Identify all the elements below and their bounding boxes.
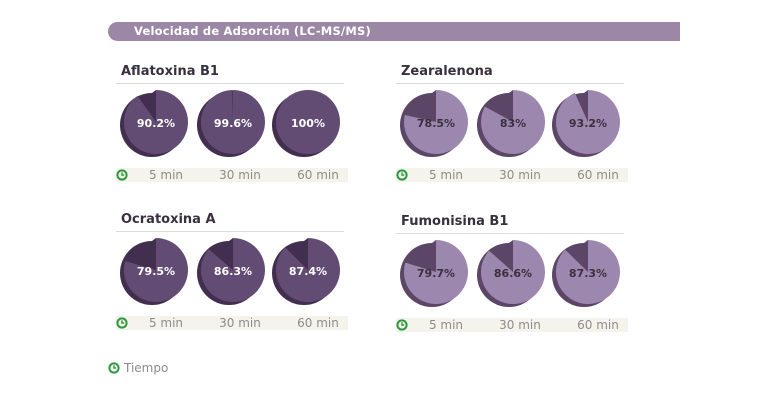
pie-5min: 79.7% (400, 240, 468, 307)
pie-value-label: 93.2% (569, 117, 607, 130)
pie-group: 79.5% 86.3% 87.4% (120, 238, 340, 305)
pie-value-label: 86.6% (494, 267, 532, 280)
time-label-60min: 60 min (297, 316, 339, 330)
time-label-5min: 5 min (148, 316, 184, 330)
clock-icon (396, 319, 408, 331)
header-bar: Velocidad de Adsorción (LC-MS/MS) (108, 22, 680, 41)
pie-5min: 78.5% (400, 90, 468, 157)
time-label-30min: 30 min (219, 168, 261, 182)
time-label-30min: 30 min (499, 168, 541, 182)
time-label-60min: 60 min (577, 318, 619, 332)
pie-value-label: 99.6% (214, 117, 252, 130)
pie-5min: 79.5% (120, 238, 188, 305)
time-axis: 5 min 30 min 60 min (396, 318, 628, 332)
panel-title: Fumonisina B1 (401, 214, 509, 229)
pie-slice (201, 90, 265, 154)
pie-slice (481, 240, 545, 304)
pie-slice (404, 240, 468, 304)
pie-slice (481, 90, 545, 154)
pie-wedge-wall (509, 90, 513, 125)
time-label-30min: 30 min (499, 318, 541, 332)
time-label-5min: 5 min (148, 168, 184, 182)
pie-group: 90.2% 99.6% 100% (120, 90, 340, 157)
pie-slice (404, 90, 468, 154)
pie-slice (276, 90, 340, 154)
pie-60min: 100% (272, 90, 340, 157)
panel-aflatoxina-b1: Aflatoxina B1 90.2% 99.6% 100% 5 min 30 mi… (116, 64, 348, 190)
time-label-60min: 60 min (577, 168, 619, 182)
pie-slice (123, 238, 188, 302)
pie-value-label: 87.3% (569, 267, 607, 280)
clock-icon (108, 362, 120, 374)
pie-slice (201, 238, 265, 302)
pie-value-label: 79.5% (137, 265, 175, 278)
pie-value-label: 83% (500, 117, 526, 130)
pie-wedge-wall (584, 240, 588, 275)
pie-wedge-wall (152, 90, 156, 125)
pie-value-label: 100% (291, 117, 325, 130)
pie-60min: 87.4% (272, 238, 340, 305)
panel-fumonisina-b1: Fumonisina B1 79.7% 86.6% 87.3% 5 min 30 m… (396, 214, 628, 340)
pie-wedge-wall (432, 240, 436, 275)
chart-header-title: Velocidad de Adsorción (LC-MS/MS) (134, 24, 371, 38)
panel-title: Ocratoxina A (121, 212, 216, 227)
clock-icon (116, 317, 128, 329)
pie-value-label: 79.7% (417, 267, 455, 280)
time-label-5min: 5 min (428, 168, 464, 182)
pie-value-label: 78.5% (417, 117, 455, 130)
panel-divider (396, 83, 624, 84)
panel-divider (116, 83, 344, 84)
panel-title: Aflatoxina B1 (121, 64, 219, 79)
pie-group: 78.5% 83% 93.2% (400, 90, 620, 157)
pie-wedge-wall (304, 238, 308, 273)
pie-30min: 99.6% (197, 90, 265, 157)
panel-zearalenona: Zearalenona 78.5% 83% 93.2% 5 min 30 min 6… (396, 64, 628, 190)
pie-value-label: 90.2% (137, 117, 175, 130)
legend-label: Tiempo (124, 361, 169, 375)
pie-60min: 87.3% (552, 240, 620, 307)
pie-wedge-wall (509, 240, 513, 275)
pie-value-label: 87.4% (289, 265, 327, 278)
pie-60min: 93.2% (552, 90, 620, 157)
pie-slice (276, 238, 340, 302)
pie-group: 79.7% 86.6% 87.3% (400, 240, 620, 307)
pie-30min: 86.3% (197, 238, 265, 305)
clock-icon (396, 169, 408, 181)
time-label-5min: 5 min (428, 318, 464, 332)
panel-divider (396, 233, 624, 234)
pie-wedge-wall (229, 238, 233, 273)
time-label-60min: 60 min (297, 168, 339, 182)
pie-slice (556, 240, 620, 304)
time-axis: 5 min 30 min 60 min (116, 316, 348, 330)
pie-wedge-wall (152, 238, 156, 273)
pie-30min: 83% (477, 90, 545, 157)
clock-icon (116, 169, 128, 181)
panel-title: Zearalenona (401, 64, 493, 79)
pie-slice (124, 90, 188, 154)
pie-slice (556, 90, 620, 154)
time-axis: 5 min 30 min 60 min (396, 168, 628, 182)
panel-divider (116, 231, 344, 232)
pie-value-label: 86.3% (214, 265, 252, 278)
pie-5min: 90.2% (120, 90, 188, 157)
panel-ocratoxina-a: Ocratoxina A 79.5% 86.3% 87.4% 5 min 30 mi… (116, 212, 348, 338)
pie-wedge-wall (432, 90, 436, 125)
time-axis: 5 min 30 min 60 min (116, 168, 348, 182)
pie-30min: 86.6% (477, 240, 545, 307)
time-label-30min: 30 min (219, 316, 261, 330)
